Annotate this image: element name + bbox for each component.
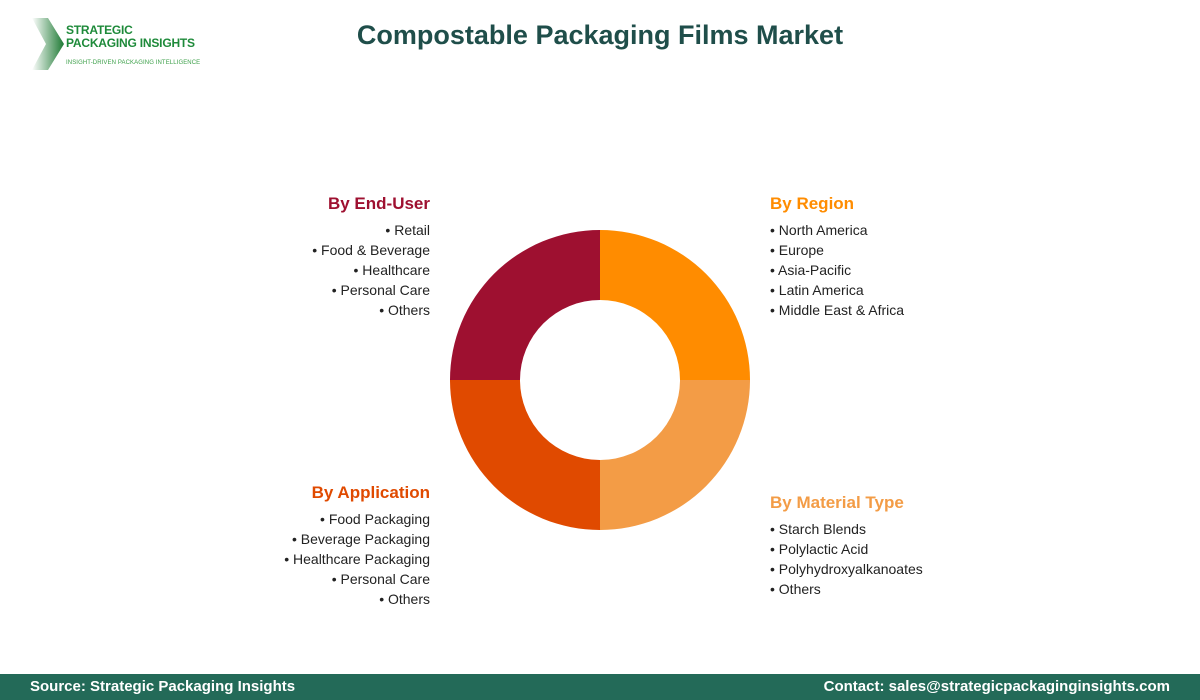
footer: Source: Strategic Packaging Insights Con… <box>0 674 1200 700</box>
bullet-icon: • <box>379 302 388 318</box>
bullet-icon: • <box>770 521 779 537</box>
bullet-icon: • <box>770 222 779 238</box>
list-item: • Personal Care <box>312 280 430 300</box>
list-item: • Others <box>312 300 430 320</box>
contact-text: Contact: sales@strategicpackaginginsight… <box>823 678 1170 695</box>
bullet-icon: • <box>312 242 322 258</box>
bullet-icon: • <box>284 551 294 567</box>
list-item: • Starch Blends <box>770 519 923 539</box>
list-item-label: Polylactic Acid <box>778 541 869 557</box>
group-title: By Application <box>311 483 430 502</box>
bullet-icon: • <box>385 222 395 238</box>
list-item-label: Starch Blends <box>778 521 866 537</box>
segment-application <box>450 380 600 530</box>
list-item: • Beverage Packaging <box>284 529 430 549</box>
list-item-label: Personal Care <box>340 571 431 587</box>
bullet-icon: • <box>770 282 779 298</box>
list-item: • Middle East & Africa <box>770 300 904 320</box>
bullet-icon: • <box>353 262 363 278</box>
material-type-group: By Material Type • Starch Blends • Polylac… <box>770 493 923 599</box>
list-item: • Polyhydroxyalkanoates <box>770 559 923 579</box>
list-item: • Healthcare <box>312 260 431 280</box>
list-item-label: Polyhydroxyalkanoates <box>778 561 923 577</box>
end-user-group: By End-User • Retail • Food & Beverage • He… <box>312 194 430 320</box>
list-item-label: Healthcare <box>362 262 430 278</box>
group-title: By End-User <box>327 194 430 213</box>
region-group: By Region • North America • Europe • Asia-P… <box>770 194 904 320</box>
list-item: • Food & Beverage <box>312 240 430 260</box>
list-item-label: Others <box>387 302 430 318</box>
logo-text: STRATEGIC PACKAGING INSIGHTS <box>66 23 195 50</box>
list-item: • Others <box>284 589 430 609</box>
list-item: • Food Packaging <box>284 509 430 529</box>
list-item-label: Middle East & Africa <box>778 302 905 318</box>
list-item-label: Europe <box>778 242 824 258</box>
list-item: • Healthcare Packaging <box>284 549 430 569</box>
segment-end-user <box>450 230 600 380</box>
group-title: By Region <box>770 194 855 213</box>
group-title: By Material Type <box>770 493 904 512</box>
bullet-icon: • <box>331 571 341 587</box>
list-item: • North America <box>770 220 904 240</box>
donut-chart <box>450 230 750 530</box>
page-title: Compostable Packaging Films Market <box>356 20 844 50</box>
list-item-label: Food & Beverage <box>321 242 430 258</box>
list-item-label: Healthcare Packaging <box>293 551 430 567</box>
list-item-label: Food Packaging <box>328 511 430 527</box>
list-item: • Others <box>770 579 923 599</box>
list-item-label: North America <box>778 222 868 238</box>
list-item-label: Retail <box>394 222 430 238</box>
list-item-label: Latin America <box>778 282 864 298</box>
bullet-icon: • <box>770 581 779 597</box>
source-text: Source: Strategic Packaging Insights <box>30 678 296 695</box>
bullet-icon: • <box>292 531 301 547</box>
list-item: • Latin America <box>770 280 904 300</box>
bullet-icon: • <box>770 541 779 557</box>
bullet-icon: • <box>770 561 779 577</box>
logo-tagline: INSIGHT-DRIVEN PACKAGING INTELLIGENCE <box>66 60 201 66</box>
list-item-label: Beverage Packaging <box>300 531 430 547</box>
segment-material <box>600 380 750 530</box>
list-item-label: Others <box>778 581 821 597</box>
list-item-label: Asia-Pacific <box>778 262 852 278</box>
bullet-icon: • <box>770 262 779 278</box>
list-item-label: Personal Care <box>340 282 431 298</box>
bullet-icon: • <box>770 302 779 318</box>
list-item: • Europe <box>770 240 904 260</box>
application-group: By Application • Food Packaging • Beverage… <box>284 483 430 609</box>
segment-region <box>600 230 750 380</box>
bullet-icon: • <box>379 591 388 607</box>
list-item: • Asia-Pacific <box>770 260 904 280</box>
bullet-icon: • <box>320 511 329 527</box>
logo: STRATEGIC PACKAGING INSIGHTS INSIGHT-DRIV… <box>30 18 210 73</box>
list-item: • Polylactic Acid <box>770 539 923 559</box>
list-item: • Personal Care <box>284 569 430 589</box>
bullet-icon: • <box>331 282 341 298</box>
logo-chevron-icon <box>32 18 64 70</box>
bullet-icon: • <box>770 242 779 258</box>
list-item: • Retail <box>312 220 430 240</box>
list-item-label: Others <box>387 591 430 607</box>
